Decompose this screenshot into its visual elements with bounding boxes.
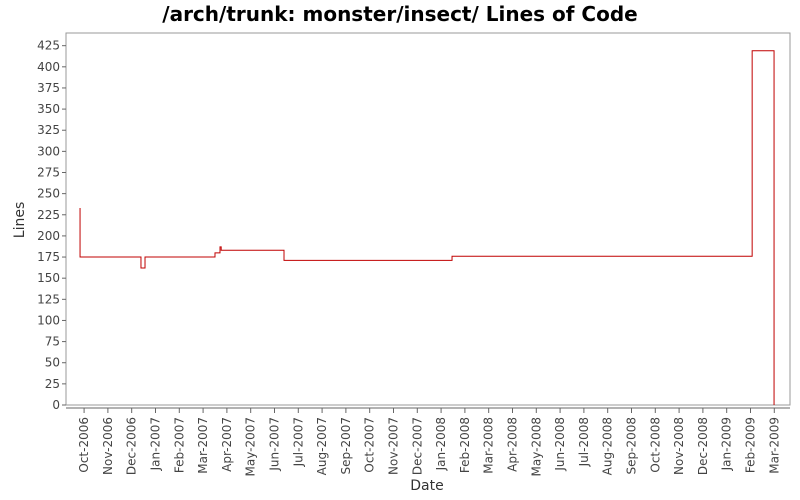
y-tick-label: 75 — [45, 335, 60, 349]
y-tick-label: 0 — [52, 398, 60, 412]
x-tick-label: Feb-2008 — [458, 417, 472, 473]
x-tick-label: Jan-2007 — [148, 417, 162, 471]
x-tick-label: Jan-2008 — [434, 417, 448, 471]
x-tick-label: Jan-2009 — [720, 417, 734, 471]
x-tick-label: Sep-2007 — [339, 417, 353, 475]
x-tick-label: Jul-2007 — [291, 417, 305, 467]
x-tick-label: Feb-2009 — [743, 417, 757, 473]
x-axis-label: Date — [410, 478, 443, 494]
y-axis-label: Lines — [12, 202, 28, 238]
y-tick-label: 325 — [37, 123, 60, 137]
y-tick-label: 150 — [37, 271, 60, 285]
y-tick-label: 425 — [37, 39, 60, 53]
x-tick-label: Aug-2008 — [601, 417, 615, 475]
x-tick-label: Aug-2007 — [315, 417, 329, 475]
y-tick-label: 350 — [37, 102, 60, 116]
y-tick-label: 25 — [45, 377, 60, 391]
x-tick-label: Apr-2008 — [505, 417, 519, 472]
y-tick-label: 275 — [37, 166, 60, 180]
y-tick-label: 50 — [45, 356, 60, 370]
series-line — [79, 50, 775, 405]
x-tick-label: Apr-2007 — [220, 417, 234, 472]
x-tick-label: Feb-2007 — [172, 417, 186, 473]
x-tick-label: Mar-2008 — [482, 417, 496, 474]
chart-title: /arch/trunk: monster/insect/ Lines of Co… — [162, 2, 637, 26]
x-tick-label: Oct-2008 — [648, 417, 662, 473]
y-tick-label: 100 — [37, 313, 60, 327]
y-tick-label: 250 — [37, 187, 60, 201]
y-tick-label: 400 — [37, 60, 60, 74]
x-tick-label: May-2008 — [529, 417, 543, 476]
y-tick-label: 375 — [37, 81, 60, 95]
x-tick-label: Dec-2007 — [410, 417, 424, 475]
y-tick-label: 300 — [37, 144, 60, 158]
y-tick-label: 225 — [37, 208, 60, 222]
x-tick-label: Jul-2008 — [577, 417, 591, 467]
x-tick-label: Oct-2007 — [363, 417, 377, 473]
x-tick-label: Nov-2007 — [386, 417, 400, 475]
x-tick-label: Sep-2008 — [624, 417, 638, 475]
x-tick-label: Dec-2006 — [125, 417, 139, 475]
plot-area — [65, 32, 791, 406]
y-tick-label: 200 — [37, 229, 60, 243]
x-tick-label: Nov-2006 — [101, 417, 115, 475]
y-tick-label: 175 — [37, 250, 60, 264]
x-tick-label: Oct-2006 — [77, 417, 91, 473]
x-tick-label: Jun-2007 — [267, 417, 281, 472]
x-tick-label: Mar-2007 — [196, 417, 210, 474]
x-tick-label: Jun-2008 — [553, 417, 567, 472]
y-tick-label: 125 — [37, 292, 60, 306]
x-tick-label: May-2007 — [244, 417, 258, 476]
x-tick-label: Dec-2008 — [696, 417, 710, 475]
x-tick-label: Mar-2009 — [767, 417, 781, 474]
x-tick-label: Nov-2008 — [672, 417, 686, 475]
